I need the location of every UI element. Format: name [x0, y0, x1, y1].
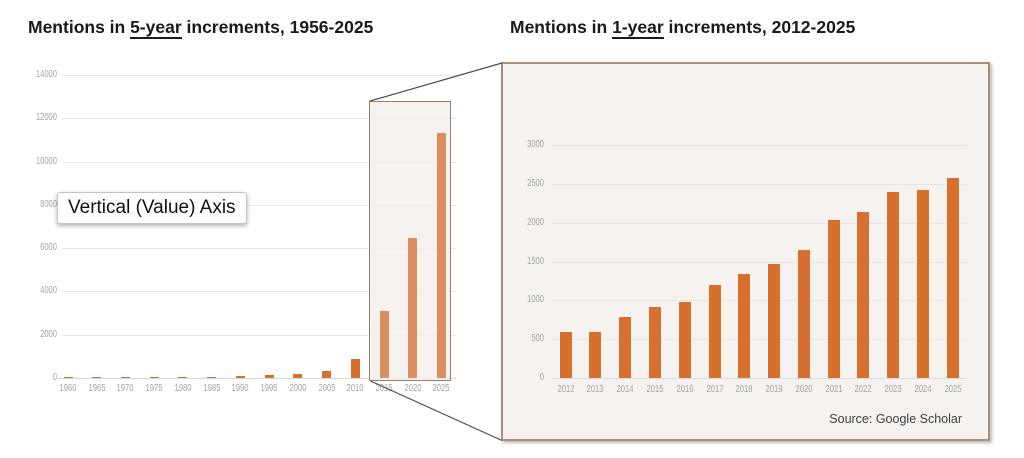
bar-1990[interactable] — [235, 376, 245, 378]
right-chart-title: Mentions in 1-year increments, 2012-2025 — [510, 17, 856, 39]
x-tick-label: 1980 — [174, 383, 192, 394]
x-tick-label: 2015 — [375, 383, 393, 394]
y-tick-label: 6000 — [40, 242, 57, 254]
gridline — [62, 75, 456, 76]
bar-1980[interactable] — [178, 376, 188, 378]
x-tick-label: 1995 — [260, 383, 278, 394]
right-title-prefix: Mentions in — [510, 17, 613, 37]
x-tick-label: 2005 — [318, 383, 336, 394]
left-title-suffix: increments, 1956-2025 — [181, 17, 374, 37]
y-tick-label: 12000 — [35, 112, 57, 124]
x-tick-label: 1975 — [145, 383, 163, 394]
y-tick-label: 4000 — [40, 285, 57, 297]
y-tick-label: 14000 — [35, 69, 57, 80]
bar-1985[interactable] — [207, 376, 217, 378]
x-tick-label: 1970 — [116, 383, 134, 394]
right-title-suffix: increments, 2012-2025 — [663, 17, 856, 37]
vertical-axis-tooltip: Vertical (Value) Axis — [57, 192, 247, 224]
x-tick-label: 1960 — [59, 383, 77, 394]
left-chart-title: Mentions in 5-year increments, 1956-2025 — [28, 17, 374, 39]
x-tick-label: 2000 — [289, 383, 307, 394]
bar-2000[interactable] — [293, 373, 303, 378]
bar-1970[interactable] — [120, 376, 130, 378]
right-title-underlined: 1-year — [612, 17, 664, 39]
x-tick-label: 1990 — [231, 383, 249, 394]
left-title-prefix: Mentions in — [28, 17, 131, 37]
zoom-region-box — [369, 101, 451, 381]
bar-2010[interactable] — [350, 359, 360, 378]
y-tick-label: 0 — [52, 372, 57, 383]
x-tick-label: 2020 — [404, 383, 422, 394]
source-label: Source: Google Scholar — [829, 412, 962, 426]
bar-1995[interactable] — [264, 374, 274, 378]
bar-1965[interactable] — [92, 376, 102, 378]
bar-1975[interactable] — [149, 376, 159, 378]
x-tick-label: 1965 — [88, 383, 106, 394]
y-tick-label: 8000 — [40, 198, 57, 210]
y-tick-label: 10000 — [35, 155, 57, 167]
x-tick-label: 2010 — [346, 383, 364, 394]
x-tick-label: 2025 — [433, 383, 450, 394]
zoom-panel — [501, 62, 990, 441]
x-tick-label: 1985 — [203, 383, 221, 394]
left-title-underlined: 5-year — [130, 17, 182, 39]
bar-1960[interactable] — [63, 376, 73, 378]
y-tick-label: 2000 — [40, 328, 57, 340]
bar-2005[interactable] — [322, 370, 332, 378]
